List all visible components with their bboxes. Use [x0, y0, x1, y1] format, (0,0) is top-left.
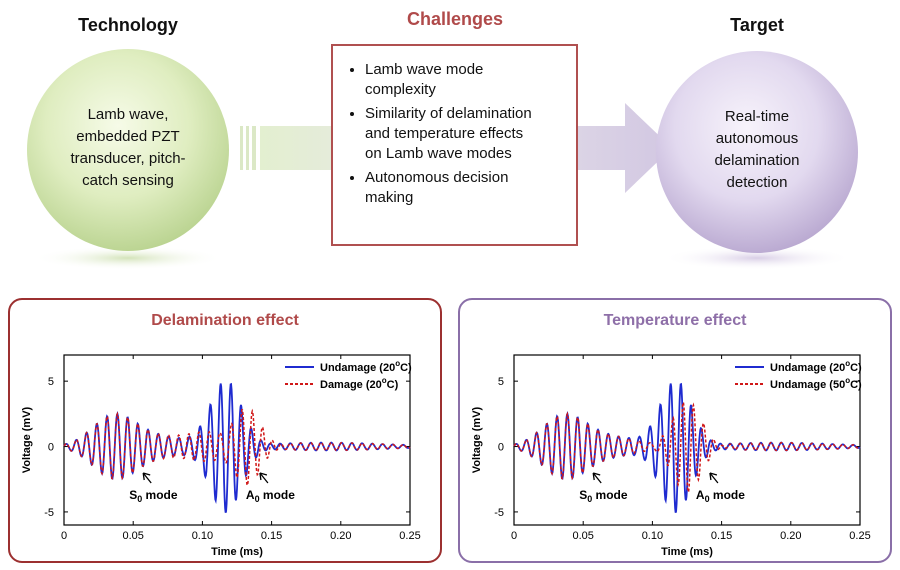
- target-text-line: autonomous: [715, 130, 799, 147]
- target-circle-shadow: [662, 246, 852, 270]
- delamination-panel: Delamination effect 0 0.05 0.10 0.15 0.20 0.2…: [8, 298, 442, 563]
- series-line-dashed: [63, 408, 411, 488]
- y-axis-label: Voltage (mV): [471, 406, 483, 473]
- challenges-list: Lamb wave mode complexity Similarity of …: [341, 60, 566, 208]
- challenges-heading: Challenges: [406, 9, 504, 29]
- x-tick-label: 0.25: [849, 530, 870, 542]
- challenge-item-line: Autonomous decision: [365, 169, 509, 186]
- mode-annotation: A0 mode: [246, 488, 295, 504]
- technology-text: Lamb wave, embedded PZT transducer, pitc…: [27, 104, 229, 204]
- x-tick-label: 0.25: [399, 530, 420, 542]
- annotation-arrowhead: [592, 472, 601, 481]
- mode-annotation: S0 mode: [129, 488, 178, 504]
- plot-frame: [63, 354, 411, 526]
- x-tick-label: 0.20: [330, 530, 351, 542]
- temperature-chart: 0 0.05 0.10 0.15 0.20 0.25 5 0 -5 Time (ms) Voltag…: [471, 354, 871, 558]
- challenge-item-line: making: [365, 189, 414, 206]
- y-tick-label: 0: [498, 442, 504, 454]
- legend-label: Damage (20oC): [320, 376, 399, 391]
- mode-annotation: A0 mode: [696, 488, 745, 504]
- x-tick-label: 0.10: [642, 530, 663, 542]
- x-tick-label: 0.15: [261, 530, 282, 542]
- y-axis-label: Voltage (mV): [21, 406, 33, 473]
- arrow-stripe: [246, 126, 249, 170]
- annotation-arrowhead: [259, 472, 268, 481]
- challenge-item-line: complexity: [365, 81, 436, 98]
- arrow-stripe: [240, 126, 243, 170]
- challenge-item: Autonomous decision making: [365, 168, 566, 208]
- technology-text-line: embedded PZT: [76, 128, 180, 145]
- target-text-line: delamination: [714, 152, 800, 169]
- annotation-arrowhead: [709, 472, 718, 481]
- challenge-item: Similarity of delamination and temperatu…: [365, 104, 566, 164]
- x-axis-label: Time (ms): [211, 546, 263, 558]
- x-tick-label: 0: [511, 530, 517, 542]
- annotation-arrow: [709, 472, 719, 484]
- delamination-chart: 0 0.05 0.10 0.15 0.20 0.25 5 0 -5 Time (ms) Voltag…: [21, 354, 421, 558]
- legend-label: Undamage (20oC): [770, 359, 862, 374]
- y-tick-label: 0: [48, 442, 54, 454]
- y-tick-label: 5: [48, 376, 54, 388]
- annotation-arrow: [142, 472, 152, 484]
- x-tick-label: 0.20: [780, 530, 801, 542]
- x-tick-label: 0.05: [122, 530, 143, 542]
- series-line-dashed: [513, 400, 861, 494]
- annotation-arrowhead: [142, 472, 151, 481]
- challenge-item-line: Similarity of delamination: [365, 105, 532, 122]
- annotation-arrow: [259, 472, 269, 484]
- target-heading: Target: [730, 15, 784, 35]
- technology-heading: Technology: [78, 15, 178, 35]
- technology-circle: [27, 49, 229, 251]
- challenge-item: Lamb wave mode complexity: [365, 60, 566, 100]
- challenge-item-line: on Lamb wave modes: [365, 145, 512, 162]
- technology-text-line: transducer, pitch-: [70, 150, 186, 167]
- x-tick-label: 0.15: [711, 530, 732, 542]
- x-tick-label: 0.10: [192, 530, 213, 542]
- technology-circle-shadow: [33, 246, 223, 270]
- arrow-stripe: [252, 126, 256, 170]
- x-tick-label: 0.05: [572, 530, 593, 542]
- technology-text-line: Lamb wave,: [87, 106, 169, 123]
- legend-label: Undamage (50oC): [770, 376, 862, 391]
- target-circle: [656, 51, 858, 253]
- y-tick-label: -5: [44, 507, 54, 519]
- temperature-title: Temperature effect: [603, 312, 747, 329]
- target-text: Real-time autonomous delamination detect…: [656, 106, 858, 206]
- target-text-line: Real-time: [724, 108, 790, 125]
- challenge-item-line: Lamb wave mode: [365, 61, 484, 78]
- plot-frame: [513, 354, 861, 526]
- delamination-title: Delamination effect: [151, 312, 299, 329]
- technology-text-line: catch sensing: [82, 172, 174, 189]
- annotation-arrow: [592, 472, 602, 484]
- target-text-line: detection: [726, 174, 788, 191]
- legend-label: Undamage (20oC): [320, 359, 412, 374]
- mode-annotation: S0 mode: [579, 488, 628, 504]
- x-axis-label: Time (ms): [661, 546, 713, 558]
- x-tick-label: 0: [61, 530, 67, 542]
- y-tick-label: 5: [498, 376, 504, 388]
- challenges-box: Lamb wave mode complexity Similarity of …: [331, 44, 578, 246]
- challenge-item-line: and temperature effects: [365, 125, 524, 142]
- temperature-panel: Temperature effect 0 0.05 0.10 0.15 0.20 0.25…: [458, 298, 892, 563]
- y-tick-label: -5: [494, 507, 504, 519]
